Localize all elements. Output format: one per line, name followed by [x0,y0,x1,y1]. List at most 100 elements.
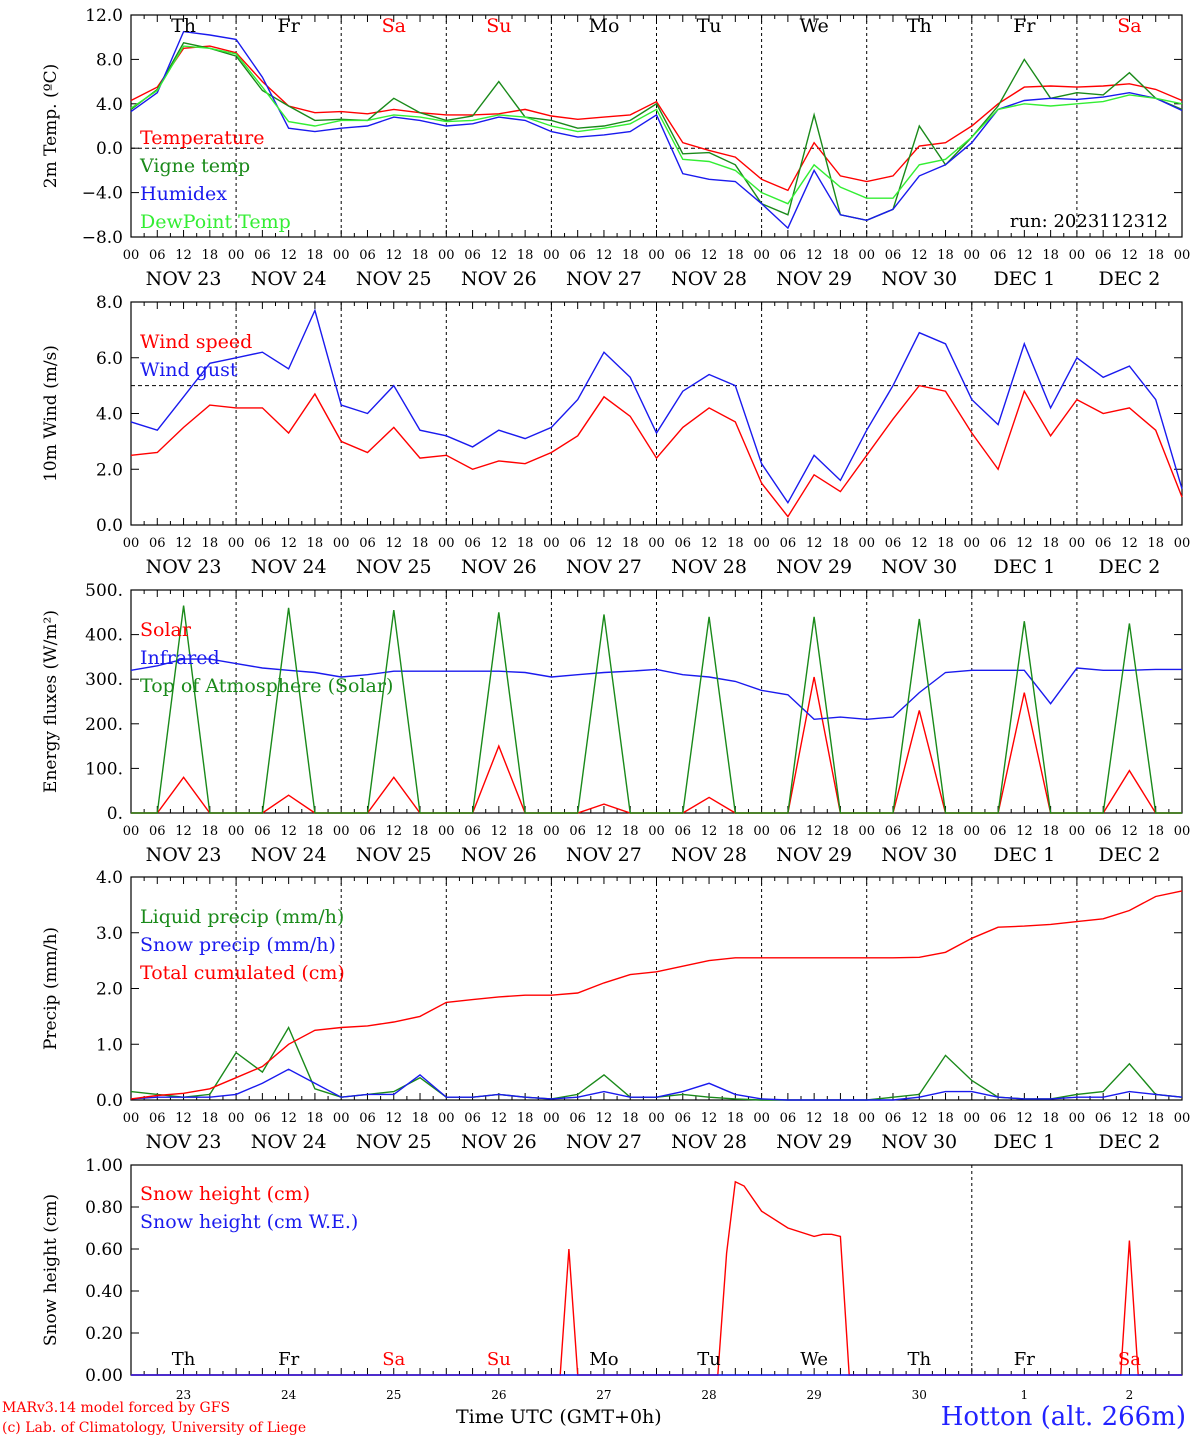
hour-label: 00 [753,824,770,839]
weekday-label: Su [486,15,511,37]
wind-ylabel: 10m Wind (m/s) [41,345,61,482]
hour-label: 06 [359,536,376,551]
precip-ylabel: Precip (mm/h) [41,927,61,1050]
hour-label: 12 [806,1111,823,1126]
hour-label: 18 [307,824,324,839]
hour-label: 12 [1121,1111,1138,1126]
hour-label: 00 [648,1111,665,1126]
hour-label: 06 [359,824,376,839]
weekday-label: Mo [588,15,619,37]
legend-entry: DewPoint Temp [140,211,291,233]
hour-label: 06 [885,536,902,551]
hour-label: 00 [964,824,981,839]
hour-label: 00 [648,248,665,263]
y-tick-label: 0.20 [85,1324,123,1344]
day-number: 2 [1126,1388,1134,1402]
date-label: NOV 25 [356,556,432,578]
hour-label: 06 [254,824,271,839]
date-label: NOV 27 [566,556,642,578]
hour-label: 12 [911,824,928,839]
hour-label: 06 [149,824,166,839]
date-label: NOV 27 [566,1131,642,1153]
day-number: 28 [701,1388,716,1402]
hour-label: 06 [780,536,797,551]
hour-label: 18 [727,536,744,551]
day-number: 24 [281,1388,297,1402]
legend-entry: Wind gust [140,359,238,381]
legend-entry: Infrared [140,647,220,669]
date-label: DEC 1 [993,844,1055,866]
hour-label: 00 [543,1111,560,1126]
hour-label: 06 [569,536,586,551]
hour-label: 00 [333,824,350,839]
hour-label: 12 [491,1111,508,1126]
hour-label: 12 [491,248,508,263]
hour-label: 18 [622,1111,639,1126]
hour-label: 12 [1121,248,1138,263]
hour-label: 12 [806,536,823,551]
hour-label: 00 [1069,536,1086,551]
hour-label: 12 [1016,824,1033,839]
hour-label: 12 [175,824,192,839]
hour-label: 06 [675,1111,692,1126]
hour-label: 06 [885,1111,902,1126]
model-credit: MARv3.14 model forced by GFS [2,1400,231,1416]
snow-ylabel: Snow height (cm) [41,1194,61,1346]
hour-label: 00 [964,248,981,263]
hour-label: 06 [990,536,1007,551]
hour-label: 18 [727,824,744,839]
run-label: run: 2023112312 [1010,211,1168,232]
hour-label: 12 [806,248,823,263]
hour-label: 12 [701,248,718,263]
hour-label: 00 [123,248,140,263]
hour-label: 06 [675,248,692,263]
hour-label: 18 [307,536,324,551]
y-tick-label: −4.0 [82,184,123,204]
date-label: NOV 23 [146,844,222,866]
date-label: NOV 28 [671,1131,747,1153]
date-label: NOV 29 [776,556,852,578]
hour-label: 06 [149,536,166,551]
hour-label: 06 [780,248,797,263]
hour-label: 12 [491,824,508,839]
hour-label: 06 [464,536,481,551]
hour-label: 00 [438,824,455,839]
y-tick-label: 8.0 [96,293,123,313]
hour-label: 12 [701,824,718,839]
hour-label: 18 [1147,536,1164,551]
hour-label: 12 [385,824,402,839]
date-label: NOV 26 [461,844,537,866]
hour-label: 12 [596,1111,613,1126]
site-label: Hotton (alt. 266m) [940,1402,1186,1432]
date-label: NOV 28 [671,844,747,866]
hour-label: 06 [464,248,481,263]
date-label: DEC 2 [1099,844,1161,866]
legend-entry: Humidex [140,183,227,205]
hour-label: 12 [491,536,508,551]
hour-label: 18 [937,824,954,839]
hour-label: 00 [1174,248,1191,263]
day-number: 29 [807,1388,822,1402]
y-tick-label: 100. [85,759,123,779]
date-label: NOV 30 [881,556,957,578]
hour-label: 18 [517,1111,534,1126]
date-label: NOV 29 [776,268,852,290]
legend-entry: Vigne temp [139,155,250,177]
weekday-label: Sa [1117,15,1141,37]
hour-label: 12 [911,536,928,551]
hour-label: 18 [622,248,639,263]
weekday-label: We [800,1349,828,1370]
date-label: NOV 25 [356,844,432,866]
hour-label: 18 [1042,536,1059,551]
hour-label: 00 [753,536,770,551]
weekday-label: Fr [1013,15,1036,37]
temperature-series-line [130,45,1183,192]
hour-label: 00 [753,248,770,263]
weekday-label: Sa [382,1349,405,1370]
legend-entry: Temperature [140,127,264,149]
energy-series-line [131,676,1182,814]
weekday-label: Fr [278,15,301,37]
hour-label: 00 [228,824,245,839]
hour-label: 18 [412,824,429,839]
y-tick-label: 2.0 [96,460,123,480]
